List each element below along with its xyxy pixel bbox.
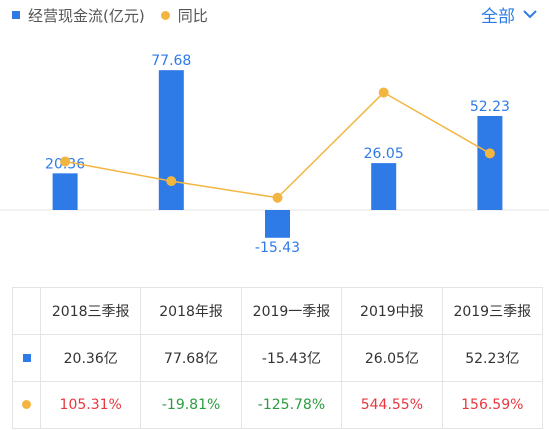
period-filter-label: 全部 xyxy=(481,6,515,27)
table-row-yoy: 105.31% -19.81% -125.78% 544.55% 156.59% xyxy=(12,381,544,429)
bar-value-label-4: 52.23 xyxy=(470,99,510,115)
yoy-point-1[interactable] xyxy=(166,176,177,187)
legend-bar-square-icon xyxy=(12,11,20,19)
row-marker-cell xyxy=(12,334,41,382)
bar-2[interactable] xyxy=(265,210,290,238)
bar-value-label-2: -15.43 xyxy=(255,240,300,256)
table-header-cell: 2019一季报 xyxy=(240,287,343,335)
bar-0[interactable] xyxy=(52,173,78,210)
bar-3[interactable] xyxy=(371,163,397,210)
table-cell: 77.68亿 xyxy=(140,334,242,382)
period-filter-dropdown[interactable]: 全部 xyxy=(481,2,537,27)
yoy-point-4[interactable] xyxy=(484,148,495,159)
legend-line-dot-icon xyxy=(160,10,170,20)
table-header-cell: 2019三季报 xyxy=(441,287,544,335)
table-cell: 105.31% xyxy=(39,381,142,429)
table-header-cell: 2018年报 xyxy=(140,287,242,335)
table-cell: -125.78% xyxy=(240,381,343,429)
data-table: 2018三季报 2018年报 2019一季报 2019中报 2019三季报 20… xyxy=(12,287,544,429)
yoy-point-2[interactable] xyxy=(272,192,283,203)
bar-square-icon xyxy=(22,354,31,362)
table-cell: 52.23亿 xyxy=(441,334,544,382)
bar-4[interactable] xyxy=(477,115,503,210)
yoy-point-3[interactable] xyxy=(378,87,389,98)
bar-1[interactable] xyxy=(158,70,184,210)
table-cell: 156.59% xyxy=(441,381,544,429)
legend-item-bar[interactable]: 经营现金流(亿元) xyxy=(12,5,145,26)
table-cell: -19.81% xyxy=(140,381,242,429)
legend-item-line[interactable]: 同比 xyxy=(160,5,208,26)
chart-legend: 经营现金流(亿元) 同比 xyxy=(12,4,224,26)
legend-bar-label: 经营现金流(亿元) xyxy=(28,6,145,25)
yoy-point-0[interactable] xyxy=(60,156,71,167)
row-marker-cell xyxy=(12,381,41,429)
table-cell: 544.55% xyxy=(341,381,443,429)
legend-line-label: 同比 xyxy=(177,6,208,25)
chevron-down-icon xyxy=(523,9,537,18)
table-row-cash-flow: 20.36亿 77.68亿 -15.43亿 26.05亿 52.23亿 xyxy=(12,334,544,382)
table-cell: 26.05亿 xyxy=(341,334,443,382)
table-header-row: 2018三季报 2018年报 2019一季报 2019中报 2019三季报 xyxy=(12,287,544,335)
table-cell: 20.36亿 xyxy=(39,334,142,382)
yoy-line xyxy=(64,91,491,199)
line-dot-icon xyxy=(22,400,31,409)
table-header-cell: 2018三季报 xyxy=(39,287,142,335)
table-header-cell: 2019中报 xyxy=(341,287,443,335)
bar-value-label-3: 26.05 xyxy=(364,146,404,162)
bar-value-label-1: 77.68 xyxy=(151,53,191,69)
table-corner-cell xyxy=(12,287,41,335)
table-cell: -15.43亿 xyxy=(240,334,343,382)
